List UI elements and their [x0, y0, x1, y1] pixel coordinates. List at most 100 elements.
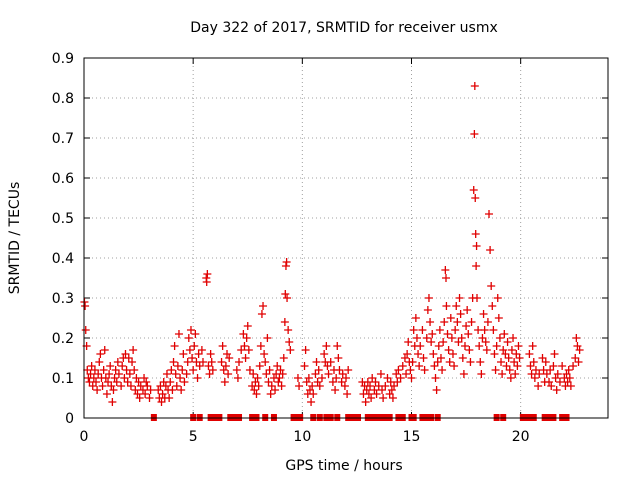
x-tick-label: 15	[403, 429, 421, 445]
data-point	[281, 262, 290, 270]
data-point	[418, 326, 427, 334]
data-point	[113, 358, 122, 366]
data-point	[191, 330, 200, 338]
data-point	[322, 342, 331, 350]
data-point	[564, 366, 573, 374]
data-point	[550, 350, 559, 358]
data-point	[500, 330, 509, 338]
data-point	[525, 350, 534, 358]
data-point	[444, 346, 453, 354]
data-point	[178, 366, 187, 374]
data-point	[259, 302, 268, 310]
data-point	[301, 346, 310, 354]
data-point	[277, 382, 286, 390]
data-point	[326, 358, 335, 366]
data-point	[447, 334, 456, 342]
data-point	[530, 374, 539, 382]
data-point	[281, 290, 290, 298]
data-point	[481, 338, 490, 346]
data-point	[324, 370, 333, 378]
data-point	[406, 366, 415, 374]
data-point	[565, 374, 574, 382]
data-point	[260, 350, 269, 358]
data-point	[575, 346, 584, 354]
data-point	[280, 318, 289, 326]
data-point	[407, 374, 416, 382]
data-point	[109, 386, 118, 394]
data-point	[249, 370, 258, 378]
data-point	[170, 342, 179, 350]
data-point	[142, 378, 151, 386]
data-point	[295, 382, 304, 390]
data-point	[343, 390, 352, 398]
data-point	[180, 378, 189, 386]
data-point	[130, 366, 139, 374]
data-point	[482, 346, 491, 354]
y-axis-title: SRMTID / TECUs	[7, 182, 23, 295]
data-point	[106, 362, 115, 370]
data-point	[188, 354, 197, 362]
data-point	[453, 318, 462, 326]
data-point	[486, 246, 495, 254]
data-point	[416, 342, 425, 350]
data-point	[506, 374, 515, 382]
data-point	[314, 366, 323, 374]
data-point	[403, 350, 412, 358]
data-point	[485, 210, 494, 218]
y-tick-label: 0.4	[52, 251, 74, 267]
data-point	[412, 334, 421, 342]
data-point	[224, 370, 233, 378]
x-tick-label: 5	[189, 429, 198, 445]
data-point	[493, 294, 502, 302]
y-tick-label: 0.9	[52, 51, 74, 67]
data-point	[271, 386, 280, 394]
x-tick-label: 20	[512, 429, 530, 445]
data-point	[489, 326, 498, 334]
data-point	[438, 366, 447, 374]
data-point	[480, 326, 489, 334]
data-point	[505, 366, 514, 374]
data-point	[566, 382, 575, 390]
data-point	[244, 346, 253, 354]
data-point	[252, 390, 261, 398]
data-point	[81, 302, 90, 310]
data-point	[476, 358, 485, 366]
data-point	[552, 386, 561, 394]
data-point	[427, 338, 436, 346]
data-point	[513, 362, 522, 370]
data-point	[470, 130, 479, 138]
data-point	[398, 362, 407, 370]
data-point	[434, 342, 443, 350]
x-axis-title: GPS time / hours	[285, 458, 402, 474]
y-tick-label: 0.3	[52, 291, 74, 307]
data-point	[193, 374, 202, 382]
data-point	[167, 366, 176, 374]
data-point	[334, 354, 343, 362]
data-point	[504, 354, 513, 362]
data-point	[342, 374, 350, 382]
data-point	[220, 378, 229, 386]
data-point	[515, 354, 524, 362]
y-tick-label: 0.8	[52, 91, 74, 107]
data-points	[80, 82, 584, 421]
data-point	[415, 362, 424, 370]
data-point	[217, 358, 226, 366]
data-point	[308, 382, 317, 390]
data-point	[455, 294, 464, 302]
data-point	[198, 358, 207, 366]
data-point	[171, 370, 180, 378]
data-point	[283, 294, 292, 302]
data-point	[317, 374, 326, 382]
data-point	[128, 358, 137, 366]
data-point	[535, 370, 544, 378]
data-point	[340, 382, 349, 390]
data-point	[146, 386, 155, 394]
data-point	[497, 358, 506, 366]
data-point	[379, 394, 388, 402]
data-point	[284, 326, 293, 334]
data-point	[553, 370, 562, 378]
data-point	[331, 386, 340, 394]
data-point	[445, 358, 454, 366]
data-point	[304, 374, 313, 382]
